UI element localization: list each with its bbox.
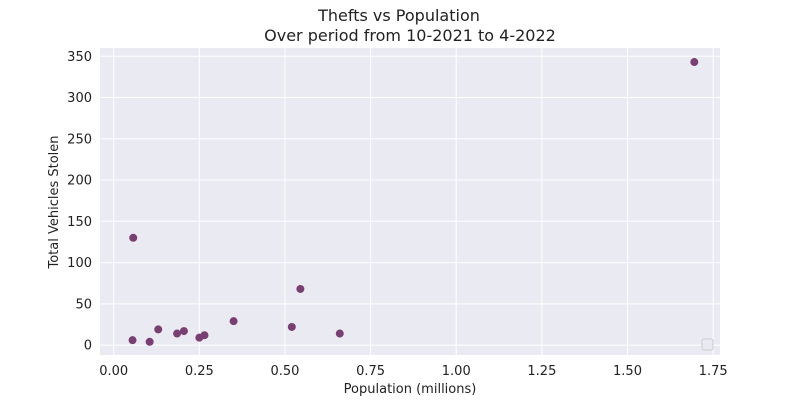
- y-tick-label: 350: [67, 50, 92, 65]
- data-point: [229, 317, 238, 326]
- x-tick-label: 0.75: [356, 364, 385, 379]
- data-point: [129, 233, 138, 242]
- x-tick-label: 0.50: [270, 364, 299, 379]
- y-tick-label: 0: [84, 339, 92, 354]
- y-tick-label: 150: [67, 215, 92, 230]
- data-point: [296, 284, 305, 293]
- data-point: [173, 329, 182, 338]
- x-tick-label: 0.25: [185, 364, 214, 379]
- y-tick-label: 250: [67, 132, 92, 147]
- data-point: [287, 322, 296, 331]
- x-tick-label: 1.00: [442, 364, 471, 379]
- data-points: [128, 58, 699, 346]
- data-point: [200, 331, 209, 340]
- legend-box: [701, 338, 714, 351]
- data-point: [690, 58, 699, 67]
- chart-title: Thefts vs Population: [317, 6, 480, 25]
- x-tick-labels: 0.00 0.25 0.50 0.75 1.00 1.25 1.50 1.75: [99, 364, 727, 379]
- y-tick-labels: 0 50 100 150 200 250 300 350: [67, 50, 92, 354]
- x-tick-label: 1.50: [613, 364, 642, 379]
- plot-area: [100, 48, 720, 355]
- y-axis-label: Total Vehicles Stolen: [47, 135, 62, 269]
- y-tick-label: 300: [67, 91, 92, 106]
- chart-subtitle: Over period from 10-2021 to 4-2022: [264, 26, 556, 45]
- x-tick-label: 1.25: [527, 364, 556, 379]
- data-point: [335, 329, 344, 338]
- data-point: [128, 336, 137, 345]
- data-point: [179, 327, 188, 336]
- y-tick-label: 200: [67, 174, 92, 189]
- y-tick-label: 100: [67, 256, 92, 271]
- data-point: [154, 325, 163, 334]
- data-point: [145, 337, 154, 346]
- y-tick-label: 50: [75, 297, 92, 312]
- x-tick-label: 1.75: [699, 364, 728, 379]
- x-tick-label: 0.00: [99, 364, 128, 379]
- y-gridlines: [100, 55, 720, 346]
- x-gridlines: [113, 48, 714, 355]
- x-axis-label: Population (millions): [344, 382, 477, 397]
